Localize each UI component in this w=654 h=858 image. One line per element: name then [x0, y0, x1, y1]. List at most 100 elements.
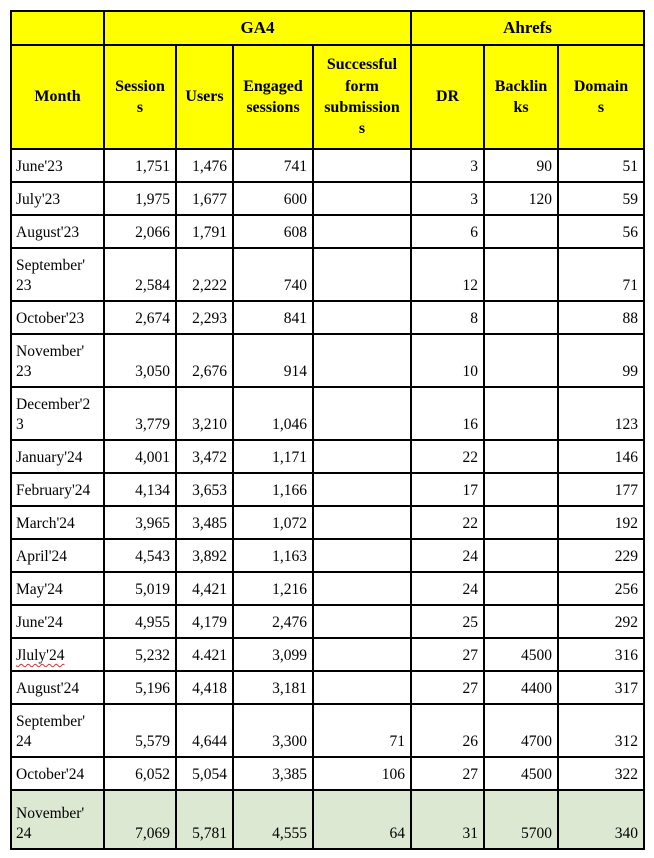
value-cell-sessions: 2,674 [103, 300, 177, 335]
month-cell: Jluly'24 [10, 637, 105, 672]
value-cell-domains: 123 [557, 386, 645, 441]
month-label: November' 24 [16, 805, 85, 843]
value-cell-dr: 26 [410, 703, 485, 758]
value-cell-users: 3,210 [175, 386, 234, 441]
value-cell-backlinks [483, 538, 559, 573]
value-cell-sessions: 5,579 [103, 703, 177, 758]
month-cell: January'24 [10, 439, 105, 474]
table-row: April'24 4,543 3,892 1,163 24 229 [10, 538, 645, 573]
value-cell-form-submissions [312, 505, 412, 540]
value-cell-users: 2,293 [175, 300, 234, 335]
value-cell-backlinks: 4700 [483, 703, 559, 758]
value-cell-dr: 22 [410, 439, 485, 474]
value-cell-backlinks [483, 214, 559, 249]
table-header: GA4 Ahrefs Month Session s Users Engaged… [10, 10, 645, 150]
value-cell-backlinks [483, 505, 559, 540]
value-cell-domains: 229 [557, 538, 645, 573]
value-cell-dr: 3 [410, 148, 485, 183]
table-row: Jluly'24 5,232 4.421 3,099 27 4500 316 [10, 637, 645, 672]
value-cell-backlinks: 4500 [483, 637, 559, 672]
month-label: May'24 [16, 581, 63, 599]
column-header-row: Month Session s Users Engaged sessions S… [10, 44, 645, 150]
column-header-engaged-sessions: Engaged sessions [232, 44, 314, 150]
value-cell-form-submissions [312, 386, 412, 441]
month-label: February'24 [16, 482, 91, 500]
month-cell: March'24 [10, 505, 105, 540]
value-cell-users: 4.421 [175, 637, 234, 672]
value-cell-form-submissions [312, 571, 412, 606]
month-label: April'24 [16, 548, 68, 566]
value-cell-sessions: 2,584 [103, 247, 177, 302]
table-row: August'23 2,066 1,791 608 6 56 [10, 214, 645, 249]
value-cell-users: 4,418 [175, 670, 234, 705]
column-header-sessions: Session s [103, 44, 177, 150]
value-cell-form-submissions [312, 181, 412, 216]
value-cell-engaged-sessions: 1,216 [232, 571, 314, 606]
column-header-backlinks: Backlin ks [483, 44, 559, 150]
value-cell-form-submissions [312, 333, 412, 388]
value-cell-form-submissions [312, 148, 412, 183]
value-cell-form-submissions [312, 247, 412, 302]
month-cell: February'24 [10, 472, 105, 507]
value-cell-users: 4,421 [175, 571, 234, 606]
value-cell-dr: 27 [410, 670, 485, 705]
value-cell-backlinks [483, 386, 559, 441]
value-cell-domains: 316 [557, 637, 645, 672]
value-cell-backlinks [483, 300, 559, 335]
value-cell-domains: 312 [557, 703, 645, 758]
value-cell-dr: 25 [410, 604, 485, 639]
table-row: December'2 3 3,779 3,210 1,046 16 123 [10, 386, 645, 441]
month-label: June'24 [16, 614, 63, 632]
value-cell-domains: 192 [557, 505, 645, 540]
group-header-ga4: GA4 [103, 10, 412, 46]
month-label: August'23 [16, 224, 80, 242]
value-cell-dr: 8 [410, 300, 485, 335]
value-cell-engaged-sessions: 914 [232, 333, 314, 388]
value-cell-engaged-sessions: 1,072 [232, 505, 314, 540]
value-cell-backlinks [483, 439, 559, 474]
table-row: May'24 5,019 4,421 1,216 24 256 [10, 571, 645, 606]
table-row: November' 23 3,050 2,676 914 10 99 [10, 333, 645, 388]
value-cell-dr: 27 [410, 637, 485, 672]
value-cell-sessions: 5,019 [103, 571, 177, 606]
group-header-ahrefs: Ahrefs [410, 10, 645, 46]
value-cell-engaged-sessions: 1,166 [232, 472, 314, 507]
value-cell-sessions: 3,965 [103, 505, 177, 540]
value-cell-sessions: 3,050 [103, 333, 177, 388]
month-label: September' 23 [16, 257, 86, 295]
month-label: September' 24 [16, 713, 86, 751]
value-cell-form-submissions [312, 472, 412, 507]
month-label-misspelled: Jluly'24 [16, 647, 65, 665]
value-cell-domains: 59 [557, 181, 645, 216]
value-cell-form-submissions [312, 214, 412, 249]
month-label: March'24 [16, 515, 75, 533]
value-cell-domains: 256 [557, 571, 645, 606]
value-cell-engaged-sessions: 1,171 [232, 439, 314, 474]
value-cell-sessions: 1,751 [103, 148, 177, 183]
month-label: November' 23 [16, 343, 85, 381]
table-row: August'24 5,196 4,418 3,181 27 4400 317 [10, 670, 645, 705]
month-cell: August'24 [10, 670, 105, 705]
value-cell-domains: 99 [557, 333, 645, 388]
month-cell: August'23 [10, 214, 105, 249]
column-header-form-submissions: Successful form submission s [312, 44, 412, 150]
group-header-row: GA4 Ahrefs [10, 10, 645, 46]
value-cell-dr: 31 [410, 789, 485, 850]
month-cell: September' 24 [10, 703, 105, 758]
value-cell-dr: 6 [410, 214, 485, 249]
table-body: June'23 1,751 1,476 741 3 90 51 July'23 1,975 1,6… [10, 148, 645, 850]
value-cell-backlinks [483, 472, 559, 507]
value-cell-engaged-sessions: 608 [232, 214, 314, 249]
value-cell-users: 3,472 [175, 439, 234, 474]
value-cell-users: 3,653 [175, 472, 234, 507]
value-cell-domains: 71 [557, 247, 645, 302]
value-cell-engaged-sessions: 3,300 [232, 703, 314, 758]
month-cell: October'23 [10, 300, 105, 335]
value-cell-dr: 10 [410, 333, 485, 388]
value-cell-domains: 340 [557, 789, 645, 850]
month-label: June'23 [16, 158, 63, 176]
value-cell-users: 2,676 [175, 333, 234, 388]
value-cell-engaged-sessions: 841 [232, 300, 314, 335]
value-cell-dr: 24 [410, 538, 485, 573]
